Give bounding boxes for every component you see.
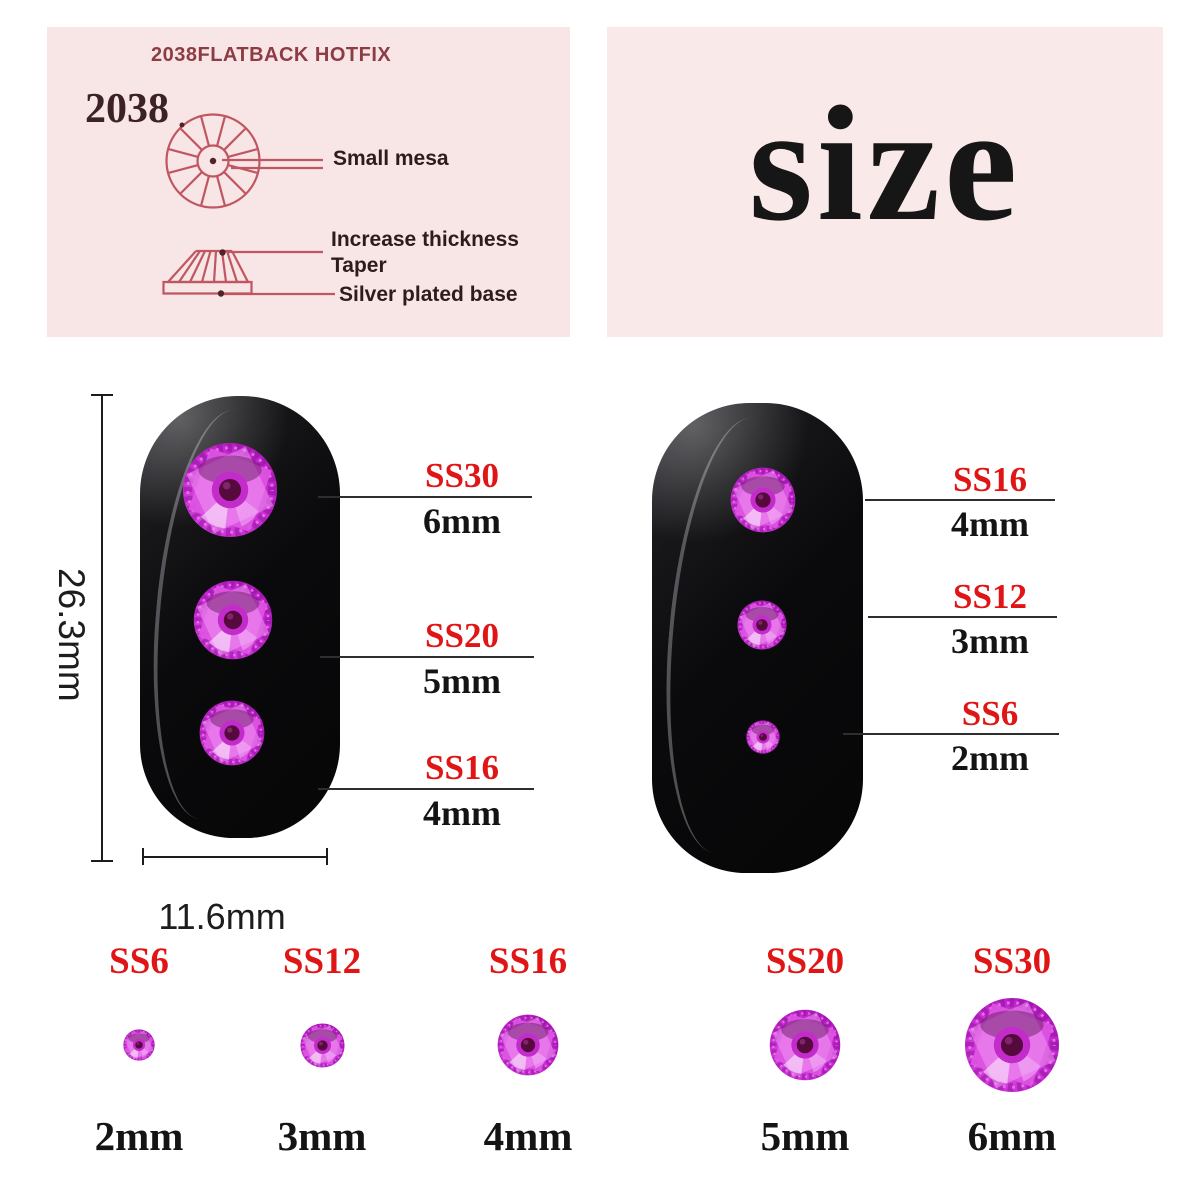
gem-box (720, 986, 890, 1104)
rhinestone-gem-ss16 (199, 700, 265, 766)
gem-box (443, 986, 613, 1104)
size-chart-item: SS12 3mm (237, 941, 407, 1159)
height-measure-cap-bottom (91, 860, 113, 862)
rhinestone-gem-sample (300, 1023, 345, 1068)
callout-line (865, 499, 1055, 501)
rhinestone-gem-ss16 (730, 467, 796, 533)
size-panel: size (607, 27, 1163, 337)
callout-code: SS30 (425, 456, 499, 495)
gem-box (54, 986, 224, 1104)
callout-code: SS12 (953, 577, 1027, 616)
rhinestone-structure-diagram (162, 113, 335, 297)
rhinestone-gem-ss6 (746, 720, 780, 754)
size-mm: 2mm (94, 1113, 184, 1159)
callout-line (320, 656, 534, 658)
callout-size: 3mm (951, 621, 1029, 661)
gem-box (927, 986, 1097, 1104)
callout-code: SS20 (425, 616, 499, 655)
callout-line (318, 788, 534, 790)
callout-size: 4mm (423, 793, 501, 833)
rhinestone-gem-sample (123, 1029, 155, 1061)
model-number: 2038 (85, 86, 169, 132)
height-measure-cap-top (91, 394, 113, 396)
rhinestone-gem-sample (497, 1014, 559, 1076)
spec-panel: 2038FLATBACK HOTFIX 2038 Small mesa Incr… (47, 27, 570, 337)
size-chart-item: SS30 6mm (927, 941, 1097, 1159)
callout-size: 6mm (423, 501, 501, 541)
nail-height-label: 26.3mm (51, 568, 92, 702)
spec-panel-title: 2038FLATBACK HOTFIX (151, 44, 392, 66)
callout-size: 2mm (951, 738, 1029, 778)
label-increase-thickness: Increase thickness (331, 228, 519, 251)
width-measure-cap-left (142, 848, 144, 865)
rhinestone-gem-sample (769, 1009, 841, 1081)
label-silver-plated-base: Silver plated base (339, 283, 518, 306)
callout-line (318, 496, 532, 498)
rhinestone-gem-ss12 (737, 600, 787, 650)
callout-code: SS16 (425, 748, 499, 787)
callout-size: 4mm (951, 504, 1029, 544)
gem-box (237, 986, 407, 1104)
size-title: size (748, 71, 1022, 255)
size-code: SS30 (972, 941, 1052, 982)
size-mm: 5mm (760, 1113, 850, 1159)
size-code: SS20 (765, 941, 845, 982)
width-measure-cap-right (326, 848, 328, 865)
size-chart-item: SS20 5mm (720, 941, 890, 1159)
size-mm: 3mm (277, 1113, 367, 1159)
rhinestone-gem-ss30 (182, 442, 278, 538)
size-chart-item: SS16 4mm (443, 941, 613, 1159)
callout-line (868, 616, 1057, 618)
label-taper: Taper (331, 254, 387, 277)
size-code: SS12 (282, 941, 362, 982)
size-code: SS16 (488, 941, 568, 982)
callout-line (843, 733, 1059, 735)
callout-size: 5mm (423, 661, 501, 701)
width-measure-line (143, 856, 327, 858)
callout-code: SS16 (953, 460, 1027, 499)
height-measure-line (101, 395, 103, 862)
size-mm: 4mm (483, 1113, 573, 1159)
size-code: SS6 (109, 941, 169, 982)
rhinestone-gem-sample (964, 997, 1060, 1093)
size-mm: 6mm (967, 1113, 1057, 1159)
label-small-mesa: Small mesa (333, 147, 449, 170)
size-chart-item: SS6 2mm (54, 941, 224, 1159)
callout-code: SS6 (961, 694, 1019, 733)
rhinestone-gem-ss20 (193, 580, 273, 660)
nail-width-label: 11.6mm (158, 896, 286, 937)
